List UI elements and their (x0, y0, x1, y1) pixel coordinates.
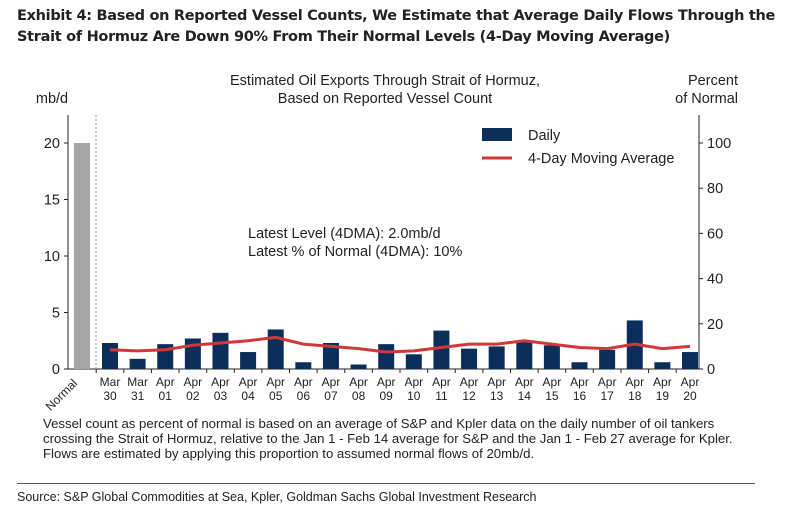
x-tick-label-day: 10 (407, 389, 421, 403)
chart-title-line-1: Estimated Oil Exports Through Strait of … (230, 73, 540, 89)
x-tick-label-day: 13 (490, 389, 504, 403)
x-tick-label-month: Mar (127, 375, 148, 389)
daily-bar (654, 362, 671, 369)
daily-bar (516, 341, 533, 369)
x-tick-label-month: Apr (625, 375, 644, 389)
daily-bar (129, 358, 146, 369)
x-tick-label-month: Apr (543, 375, 562, 389)
moving-average-line (109, 335, 691, 354)
daily-bar (488, 346, 505, 369)
x-tick-label-month: Apr (156, 375, 175, 389)
daily-bar (571, 362, 588, 369)
normal-bar (74, 143, 90, 369)
daily-bar (378, 344, 395, 369)
x-tick-label-month: Apr (570, 375, 589, 389)
exhibit-title: Exhibit 4: Based on Reported Vessel Coun… (17, 8, 776, 45)
right-tick-label: 20 (707, 317, 723, 333)
chart-title-line-2: Based on Reported Vessel Count (278, 91, 492, 107)
right-tick-label: 100 (707, 136, 731, 152)
x-tick-label-day: 08 (352, 389, 366, 403)
right-axis-label-line-1: Percent (688, 73, 738, 89)
x-tick-label-month: Apr (653, 375, 672, 389)
left-tick-label: 15 (44, 193, 60, 209)
x-tick-label-month: Apr (239, 375, 258, 389)
daily-bar (682, 352, 698, 369)
right-tick-label: 40 (707, 272, 723, 288)
right-tick-label: 80 (707, 181, 723, 197)
x-tick-label-day: 03 (214, 389, 228, 403)
left-tick-label: 10 (44, 249, 60, 265)
right-tick-label: 0 (707, 362, 715, 378)
normal-label: Normal (43, 376, 80, 413)
x-tick-label-month: Apr (322, 375, 341, 389)
annotation-latest-level: Latest Level (4DMA): 2.0mb/d (248, 226, 441, 242)
daily-bar (543, 345, 560, 369)
daily-bar (433, 330, 450, 369)
x-tick-label-day: 02 (186, 389, 200, 403)
x-tick-label-day: 31 (131, 389, 145, 403)
x-tick-label-month: Apr (460, 375, 479, 389)
x-tick-label-month: Apr (184, 375, 203, 389)
daily-bar (461, 348, 478, 369)
x-tick-label-month: Apr (266, 375, 285, 389)
x-tick-label-day: 11 (435, 389, 448, 403)
x-tick-label-day: 16 (573, 389, 587, 403)
chart-note: Vessel count as percent of normal is bas… (43, 416, 733, 461)
x-tick-label-day: 05 (269, 389, 283, 403)
right-tick-label: 60 (707, 226, 723, 242)
x-tick-label-month: Apr (211, 375, 230, 389)
x-tick-label-day: 04 (241, 389, 255, 403)
daily-bar (240, 352, 257, 369)
x-tick-label-day: 14 (518, 389, 532, 403)
daily-bar (350, 364, 367, 369)
x-tick-label-day: 07 (324, 389, 338, 403)
x-tick-label-day: 19 (656, 389, 670, 403)
daily-bar (212, 332, 229, 369)
source-line: Source: S&P Global Commodities at Sea, K… (17, 490, 537, 504)
x-tick-label-month: Apr (598, 375, 617, 389)
left-tick-label: 0 (52, 362, 60, 378)
daily-bar (405, 354, 422, 369)
left-axis-label: mb/d (36, 91, 68, 107)
x-tick-label-month: Apr (349, 375, 368, 389)
x-tick-label-month: Apr (487, 375, 506, 389)
x-tick-label-month: Apr (294, 375, 313, 389)
daily-bar (599, 349, 616, 369)
x-tick-label-month: Apr (432, 375, 451, 389)
annotation-latest-percent: Latest % of Normal (4DMA): 10% (248, 244, 462, 260)
legend-label-moving-average: 4-Day Moving Average (528, 151, 674, 167)
x-tick-label-day: 15 (545, 389, 559, 403)
daily-bar (184, 338, 201, 369)
x-tick-label-month: Apr (404, 375, 423, 389)
daily-bar (102, 343, 118, 369)
daily-bar (295, 362, 312, 369)
legend-label-daily: Daily (528, 128, 561, 144)
x-tick-label-day: 18 (628, 389, 642, 403)
x-tick-label-day: 01 (159, 389, 173, 403)
daily-bar (267, 329, 284, 369)
x-tick-label-month: Mar (100, 375, 121, 389)
x-tick-label-day: 30 (103, 389, 117, 403)
left-tick-label: 20 (44, 136, 60, 152)
left-tick-label: 5 (52, 306, 60, 322)
x-tick-label-day: 12 (462, 389, 476, 403)
x-tick-label-day: 20 (683, 389, 697, 403)
right-axis-label-line-2: of Normal (675, 91, 738, 107)
x-tick-label-month: Apr (377, 375, 396, 389)
x-tick-label-month: Apr (515, 375, 534, 389)
legend-swatch-daily (482, 128, 512, 141)
x-tick-label-day: 06 (297, 389, 311, 403)
divider (17, 483, 755, 484)
x-tick-label-day: 17 (600, 389, 614, 403)
daily-bar (322, 343, 339, 369)
x-tick-label-month: Apr (681, 375, 700, 389)
x-tick-label-day: 09 (380, 389, 394, 403)
